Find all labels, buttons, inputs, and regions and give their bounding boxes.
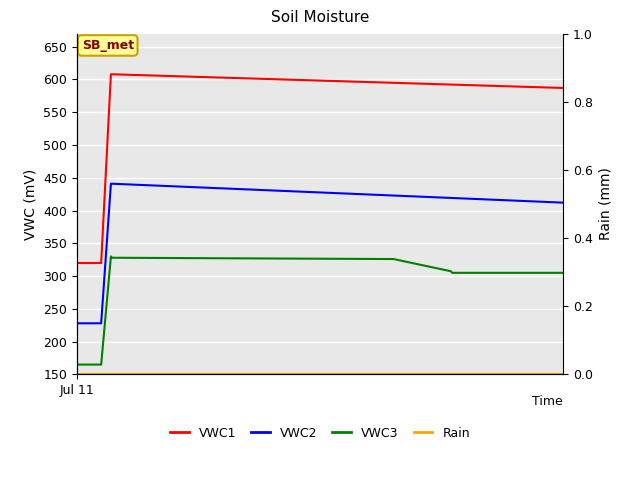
Text: SB_met: SB_met bbox=[82, 39, 134, 52]
Title: Soil Moisture: Soil Moisture bbox=[271, 11, 369, 25]
Y-axis label: VWC (mV): VWC (mV) bbox=[24, 168, 38, 240]
Y-axis label: Rain (mm): Rain (mm) bbox=[598, 168, 612, 240]
Text: Time: Time bbox=[532, 395, 563, 408]
Legend: VWC1, VWC2, VWC3, Rain: VWC1, VWC2, VWC3, Rain bbox=[165, 421, 475, 444]
